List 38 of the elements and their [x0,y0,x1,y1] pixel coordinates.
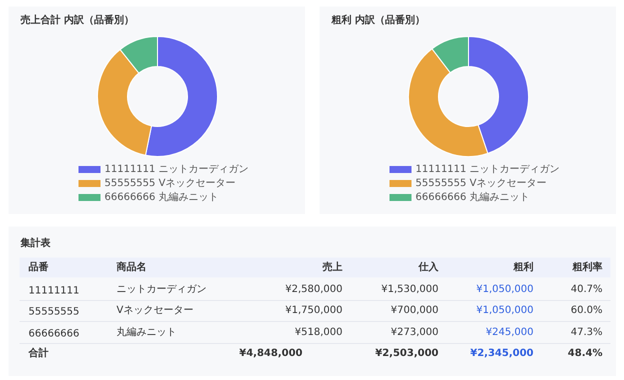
text: 粗利率 [572,261,602,273]
text: ¥2,503,000 [375,348,439,359]
text: 47.3% [570,327,603,338]
text: 商品名 [116,261,146,273]
legend-label: 55555555 Vネックセーター [104,178,236,189]
legend-label: 11111111 ニットカーディガン [416,164,560,175]
text: 売上 [322,261,342,273]
text: ¥1,050,000 [476,284,534,295]
legend-label: 66666666 丸編みニット [416,191,530,203]
chart-title: 粗利 内訳（品番別） [330,14,425,26]
text: ¥273,000 [390,327,439,338]
text: 粗利 [512,261,534,273]
text: Vネックセーター [116,305,194,316]
legend-label: 11111111 ニットカーディガン [104,164,249,175]
text: ニットカーディガン [116,284,206,295]
text: 仕入 [418,261,440,273]
text: 66666666 [28,328,80,340]
text: ¥4,848,000 [239,348,303,359]
text: ¥518,000 [294,327,343,338]
text: 集計表 [20,237,52,249]
legend-label: 66666666 丸編みニット [104,191,219,203]
text: 60.0% [570,305,603,316]
text: ¥2,580,000 [285,284,343,295]
text: 丸編みニット [116,326,176,338]
text: ¥1,530,000 [381,284,439,295]
text: ¥1,750,000 [285,305,343,316]
text: ¥700,000 [390,305,439,316]
text: ¥245,000 [486,327,534,338]
text: 合計 [28,347,48,359]
text: 40.7% [570,284,603,295]
text: ¥1,050,000 [476,305,534,316]
chart-title: 売上合計 内訳（品番別） [20,14,134,26]
text: ¥2,345,000 [470,348,534,359]
text: 48.4% [568,348,603,359]
text: 11111111 [28,286,80,296]
legend-label: 55555555 Vネックセーター [416,178,546,189]
text: 55555555 [28,306,80,318]
text: 品番 [28,261,48,273]
